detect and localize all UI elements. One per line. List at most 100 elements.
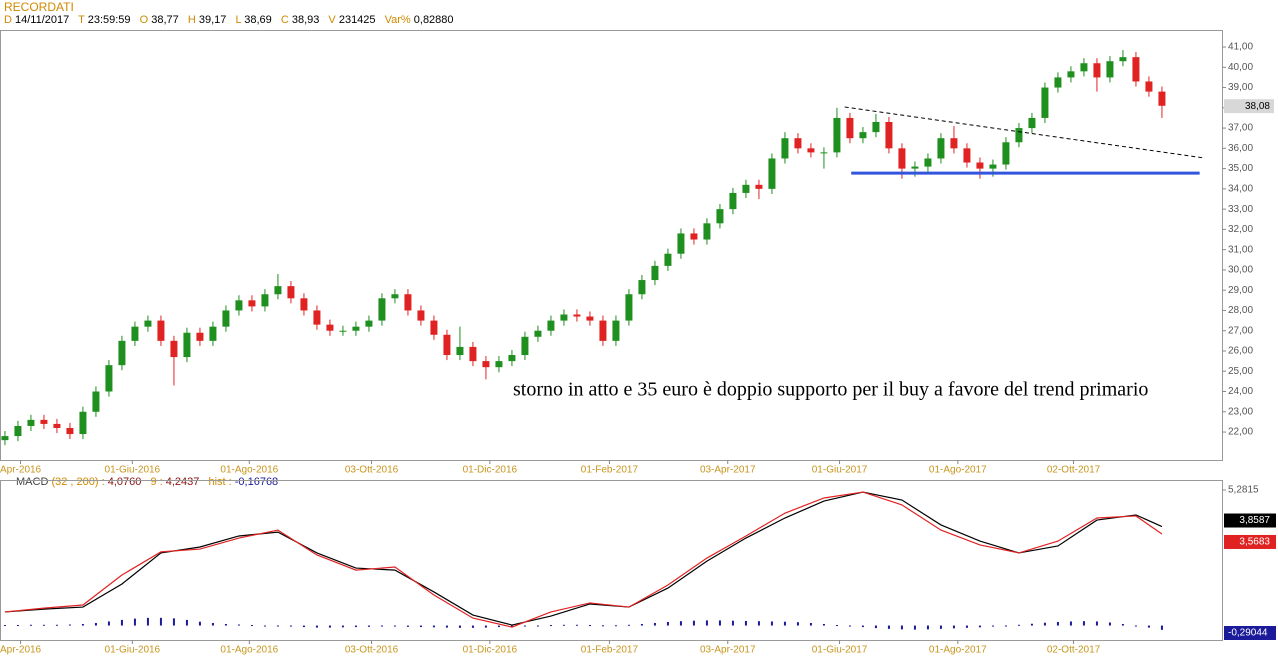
hist-bar (263, 625, 266, 627)
candle-body (326, 324, 334, 331)
hist-bar (16, 625, 19, 627)
candle-body (170, 340, 178, 358)
macd-legend-label: hist : (208, 476, 232, 488)
hist-bar (731, 620, 734, 626)
hist-bar (653, 622, 656, 626)
y-tick-label: 26,00 (1228, 346, 1253, 357)
hist-bar (822, 624, 825, 626)
candle-body (469, 346, 477, 362)
y-tick-label: 37,00 (1228, 123, 1253, 134)
candle-body (833, 117, 841, 153)
hist-bar (861, 625, 864, 628)
candle-body (53, 423, 61, 428)
candle-body (183, 332, 191, 358)
candle-body (898, 148, 906, 169)
hist-bar (510, 625, 513, 627)
x-tick-label: 01-Feb-2017 (581, 465, 639, 476)
y-tick-label: 30,00 (1228, 265, 1253, 276)
hist-bar (874, 625, 877, 629)
hist-bar (1017, 624, 1020, 626)
candle-body (1054, 77, 1062, 88)
y-tick-label: 32,00 (1228, 224, 1253, 235)
hist-bar (380, 625, 383, 627)
header: RECORDATI D 14/11/2017 T 23:59:59 O 38,7… (4, 1, 460, 27)
hist-bar (536, 625, 539, 627)
x-tick-label: 01-Giu-2017 (812, 645, 868, 656)
field-value: 38,93 (291, 14, 320, 26)
y-tick-label: 35,00 (1228, 163, 1253, 174)
hist-bar (562, 624, 565, 626)
candle-body (430, 320, 438, 335)
y-tick-label: 34,00 (1228, 184, 1253, 195)
hist-bar (666, 621, 669, 626)
candle-body (742, 184, 750, 193)
hist-bar (926, 625, 929, 630)
hist-bar (120, 619, 123, 626)
hist-bar (1134, 625, 1137, 627)
hist-bar (55, 624, 58, 626)
candle-body (859, 132, 867, 139)
y-tick-label: 23,00 (1228, 406, 1253, 417)
macd-legend-label: 9 : (150, 476, 163, 488)
candle-body (118, 340, 126, 366)
field-label: D (4, 14, 12, 26)
hist-bar (471, 625, 474, 628)
hist-bar (276, 625, 279, 627)
hist-bar (1121, 624, 1124, 626)
field-value: 38,77 (151, 14, 179, 26)
x-tick-label: 03-Apr-2017 (700, 465, 756, 476)
y-tick-label: 36,00 (1228, 143, 1253, 154)
macd-line (4, 491, 1163, 626)
field-label: V (328, 14, 336, 26)
candle-body (924, 158, 932, 167)
x-tick-label: Apr-2016 (0, 465, 42, 476)
candle-body (1106, 61, 1114, 78)
x-tick-label: 03-Ott-2016 (345, 465, 399, 476)
x-tick-label: 01-Ago-2017 (929, 645, 987, 656)
candle-body (1145, 81, 1153, 92)
hist-bar (991, 625, 994, 627)
macd-legend-value: 4,0760 (107, 476, 142, 488)
x-tick-label: 02-Ott-2017 (1047, 465, 1101, 476)
macd-legend-value: -0,16768 (234, 476, 279, 488)
hist-bar (198, 621, 201, 626)
candle-body (209, 326, 217, 341)
hist-bar (484, 625, 487, 628)
value-label-box (1224, 534, 1276, 549)
macd-frame (0, 480, 1223, 641)
field-value: 14/11/2017 (15, 14, 70, 26)
candle-body (352, 326, 360, 331)
hist-bar (1082, 621, 1085, 626)
hist-bar (809, 622, 812, 626)
hist-bar (965, 625, 968, 628)
hist-bar (783, 621, 786, 626)
hist-bar (913, 625, 916, 630)
hist-bar (978, 625, 981, 628)
candle-body (820, 152, 828, 154)
hist-bar (770, 621, 773, 626)
hist-bar (757, 621, 760, 626)
hist-bar (601, 625, 604, 627)
candle-body (651, 265, 659, 281)
hist-bar (315, 625, 318, 628)
hist-bar (575, 624, 578, 626)
field-value: 38,69 (244, 14, 272, 26)
hist-bar (679, 621, 682, 626)
candle-body (1080, 63, 1088, 72)
candle-body (79, 411, 87, 435)
candle-body (1015, 128, 1023, 143)
y-tick-label: 29,00 (1228, 285, 1253, 296)
candle-body (495, 361, 503, 368)
hist-bar (614, 625, 617, 627)
macd-title: MACD (16, 476, 49, 488)
value-label-box (1224, 513, 1276, 528)
candle-body (456, 346, 464, 356)
hist-bar (133, 618, 136, 626)
y-tick-label: 31,00 (1228, 244, 1253, 255)
hist-bar (848, 625, 851, 627)
hist-bar (952, 625, 955, 629)
x-tick-label: Apr-2016 (0, 645, 42, 656)
hist-bar (42, 624, 45, 626)
y-tick-label: 33,00 (1228, 204, 1253, 215)
hist-bar (146, 617, 149, 626)
